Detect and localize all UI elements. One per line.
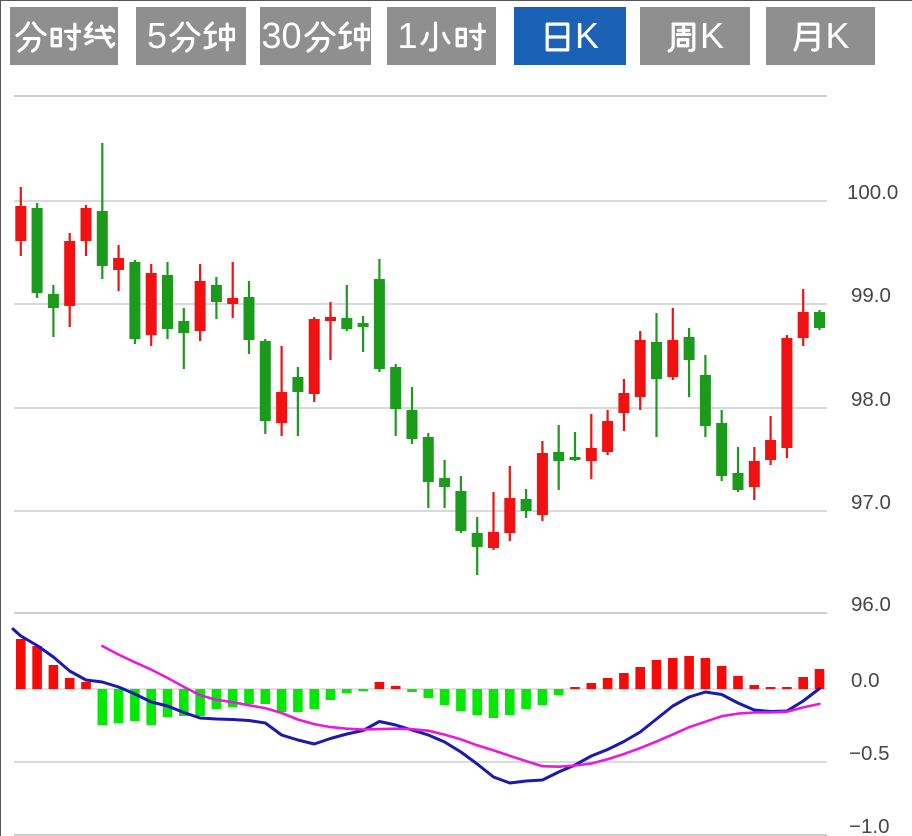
svg-text:−0.5: −0.5 xyxy=(849,742,889,765)
svg-text:98.0: 98.0 xyxy=(851,388,891,411)
svg-text:96.0: 96.0 xyxy=(851,593,891,616)
svg-text:97.0: 97.0 xyxy=(851,491,891,514)
svg-text:0.0: 0.0 xyxy=(851,669,880,692)
svg-text:99.0: 99.0 xyxy=(851,284,891,307)
svg-text:−1.0: −1.0 xyxy=(849,815,889,836)
svg-text:100.0: 100.0 xyxy=(847,181,898,204)
